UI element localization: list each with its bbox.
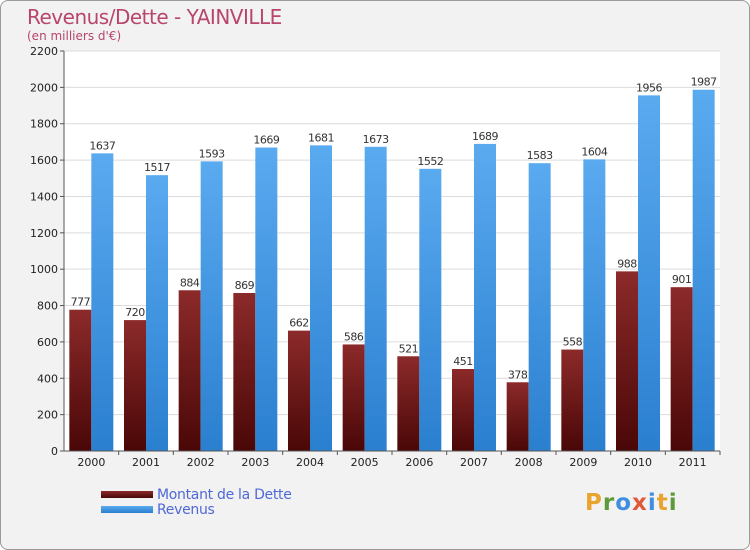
y-tick-label: 2000 — [30, 81, 58, 94]
bar-revenus — [364, 146, 387, 451]
bar-dette — [616, 271, 638, 451]
bar-dette — [506, 382, 529, 451]
y-tick-label: 1800 — [30, 118, 58, 131]
x-tick-label: 2011 — [679, 456, 707, 469]
x-tick-label: 2005 — [351, 456, 379, 469]
x-tick-label: 2000 — [77, 456, 105, 469]
y-tick-label: 600 — [37, 336, 58, 349]
data-label-dette: 884 — [180, 276, 200, 289]
bar-dette — [397, 356, 420, 451]
chart-title: Revenus/Dette - YAINVILLE — [27, 5, 282, 29]
bar-dette — [233, 293, 256, 451]
logo-letter: o — [615, 490, 633, 516]
x-tick-label: 2009 — [569, 456, 597, 469]
legend: Montant de la Dette Revenus — [101, 486, 292, 518]
bar-revenus — [583, 159, 606, 451]
bar-dette — [452, 369, 474, 451]
bar-revenus — [91, 153, 114, 451]
legend-item-revenus: Revenus — [101, 501, 292, 518]
bar-dette — [561, 349, 584, 451]
y-tick-label: 2200 — [30, 45, 58, 58]
x-tick-label: 2006 — [405, 456, 433, 469]
bar-dette — [69, 309, 92, 451]
y-tick-label: 1000 — [30, 263, 58, 276]
data-label-dette: 558 — [563, 336, 583, 349]
x-tick-label: 2010 — [624, 456, 652, 469]
bar-dette — [288, 330, 310, 451]
data-label-dette: 662 — [289, 317, 309, 330]
data-label-revenus: 1604 — [581, 145, 607, 158]
bar-revenus — [310, 145, 332, 451]
y-tick-label: 1600 — [30, 154, 58, 167]
bar-dette — [124, 320, 146, 451]
chart-subtitle: (en milliers d'€) — [27, 29, 122, 43]
data-label-dette: 451 — [453, 355, 473, 368]
data-label-revenus: 1681 — [308, 131, 334, 144]
bar-revenus — [200, 161, 223, 451]
y-tick-label: 1400 — [30, 190, 58, 203]
logo-letter: x — [632, 490, 648, 516]
bar-revenus — [528, 163, 551, 451]
data-label-revenus: 1689 — [472, 130, 498, 143]
x-tick-label: 2003 — [241, 456, 269, 469]
data-label-revenus: 1552 — [417, 155, 443, 168]
x-tick-label: 2004 — [296, 456, 324, 469]
logo-letter: i — [668, 490, 678, 516]
x-tick-label: 2007 — [460, 456, 488, 469]
legend-item-dette: Montant de la Dette — [101, 486, 292, 503]
x-tick-label: 2001 — [132, 456, 160, 469]
data-label-revenus: 1956 — [636, 81, 662, 94]
data-label-revenus: 1673 — [363, 133, 389, 146]
legend-label-dette: Montant de la Dette — [157, 486, 292, 503]
y-tick-label: 0 — [51, 445, 58, 458]
data-label-dette: 869 — [235, 279, 255, 292]
data-label-dette: 586 — [344, 330, 364, 343]
data-label-dette: 521 — [399, 342, 419, 355]
legend-swatch-dette — [101, 491, 153, 498]
data-label-revenus: 1517 — [144, 161, 170, 174]
bar-dette — [670, 287, 693, 451]
plot-area — [64, 51, 720, 451]
bar-revenus — [146, 175, 168, 451]
data-label-dette: 901 — [672, 273, 692, 286]
proxiti-logo: Proxiti — [585, 490, 678, 516]
logo-letter: t — [656, 490, 669, 516]
y-tick-label: 800 — [37, 300, 58, 313]
bar-dette — [178, 290, 201, 451]
bar-revenus — [638, 95, 660, 451]
bar-revenus — [255, 147, 278, 451]
logo-letter: i — [647, 490, 657, 516]
y-tick-label: 1200 — [30, 227, 58, 240]
logo-letter: r — [602, 490, 616, 516]
x-tick-label: 2002 — [187, 456, 215, 469]
logo-letter: P — [585, 490, 603, 516]
y-tick-label: 200 — [37, 409, 58, 422]
bar-revenus — [692, 89, 715, 452]
data-label-dette: 988 — [617, 257, 637, 270]
data-label-revenus: 1583 — [527, 149, 553, 162]
data-label-revenus: 1593 — [199, 147, 225, 160]
bar-dette — [342, 344, 365, 451]
data-label-dette: 378 — [508, 368, 528, 381]
data-label-revenus: 1669 — [253, 134, 279, 147]
data-label-dette: 777 — [71, 296, 91, 309]
legend-label-revenus: Revenus — [157, 501, 215, 518]
y-tick-label: 400 — [37, 372, 58, 385]
data-label-revenus: 1987 — [691, 76, 717, 89]
legend-swatch-revenus — [101, 506, 153, 513]
x-tick-label: 2008 — [515, 456, 543, 469]
data-label-dette: 720 — [125, 306, 145, 319]
bar-revenus — [419, 168, 442, 451]
bar-revenus — [474, 143, 496, 451]
data-label-revenus: 1637 — [89, 139, 115, 152]
